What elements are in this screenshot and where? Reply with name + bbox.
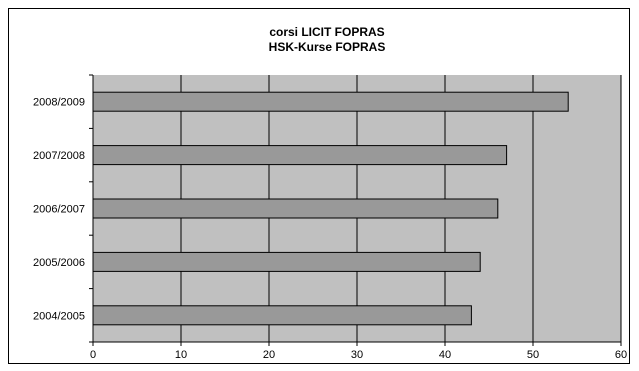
bar-2007-2008 bbox=[92, 145, 508, 166]
x-tick-label-60: 60 bbox=[615, 349, 627, 361]
x-tick-label-10: 10 bbox=[175, 349, 187, 361]
x-tick-label-0: 0 bbox=[90, 349, 96, 361]
x-tick-label-30: 30 bbox=[351, 349, 363, 361]
bar-2008-2009 bbox=[92, 91, 569, 112]
y-tick-label-2006-2007: 2006/2007 bbox=[33, 204, 85, 216]
bar-2005-2006 bbox=[92, 251, 481, 272]
x-tick-label-40: 40 bbox=[439, 349, 451, 361]
y-tick-label-2007-2008: 2007/2008 bbox=[33, 150, 85, 162]
x-tick-label-50: 50 bbox=[527, 349, 539, 361]
y-tick-label-2005-2006: 2005/2006 bbox=[33, 257, 85, 269]
chart-title-line-2: HSK-Kurse FOPRAS bbox=[269, 40, 386, 54]
chart-title-line-1: corsi LICIT FOPRAS bbox=[269, 25, 384, 39]
y-tick-label-2008-2009: 2008/2009 bbox=[33, 97, 85, 109]
bar-2004-2005 bbox=[92, 305, 472, 326]
bar-2006-2007 bbox=[92, 198, 499, 219]
x-tick-label-20: 20 bbox=[263, 349, 275, 361]
y-tick-label-2004-2005: 2004/2005 bbox=[33, 310, 85, 322]
